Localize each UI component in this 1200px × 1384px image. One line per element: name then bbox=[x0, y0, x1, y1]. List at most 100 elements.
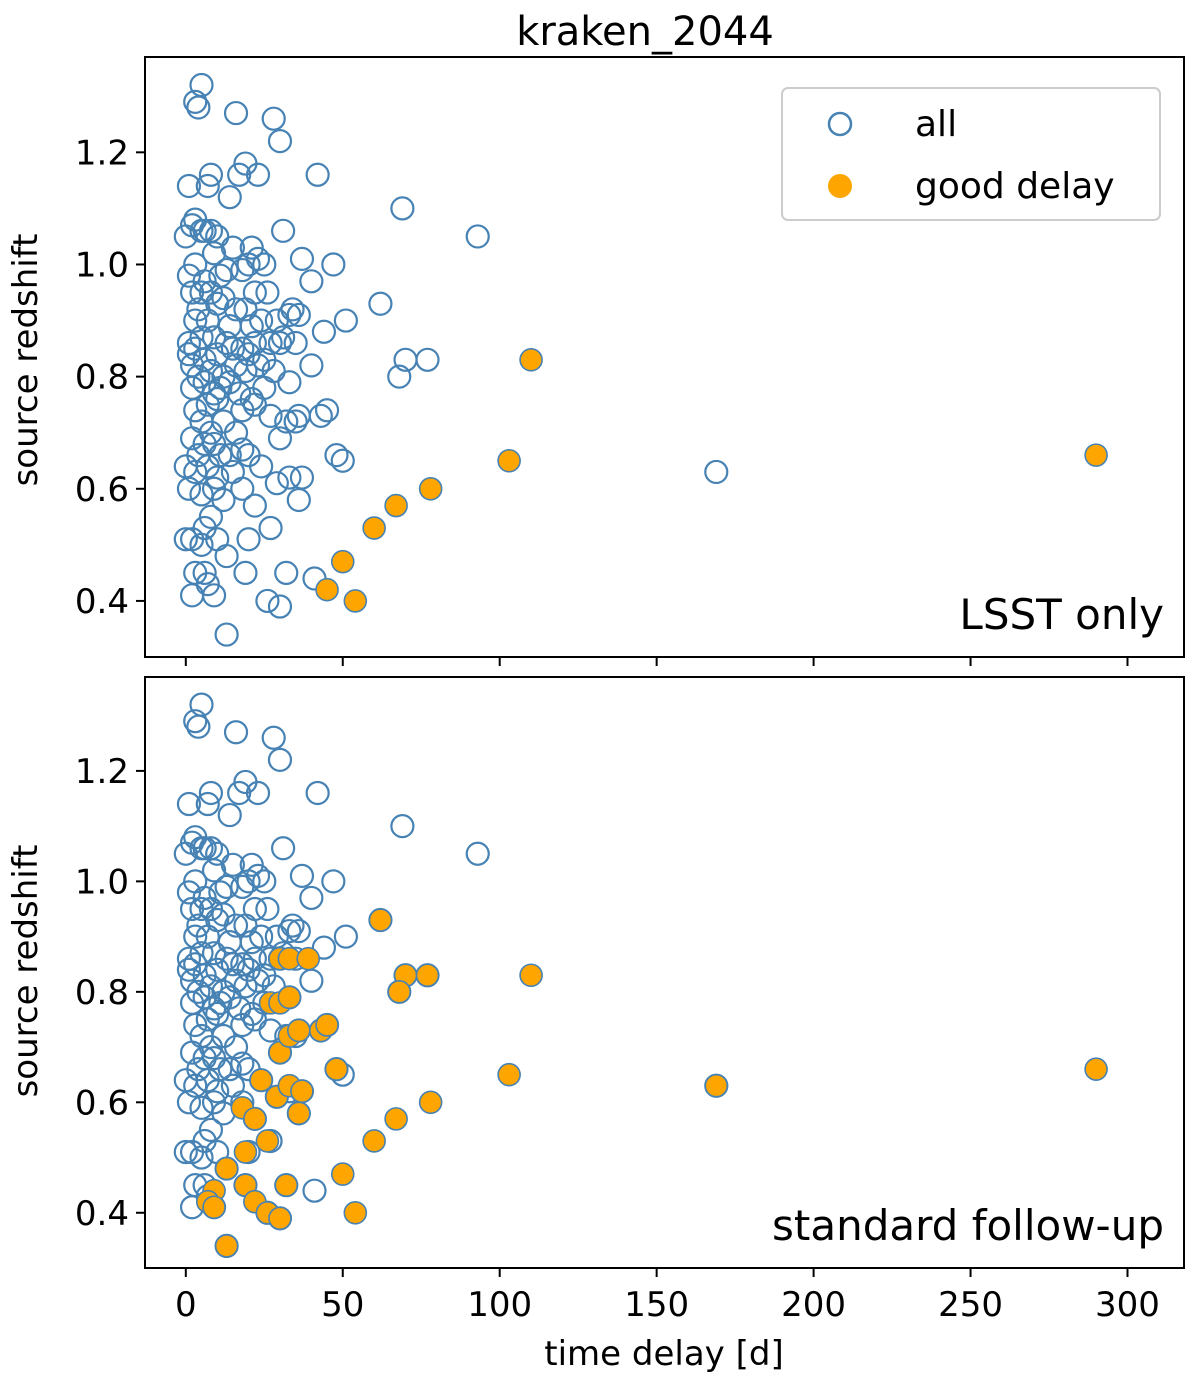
data-point-good bbox=[296, 946, 321, 971]
data-point-all bbox=[267, 426, 293, 451]
data-point-all bbox=[267, 330, 293, 356]
data-point-all bbox=[214, 543, 239, 569]
data-point-all bbox=[267, 747, 293, 772]
data-point-all bbox=[390, 196, 415, 221]
data-point-all bbox=[183, 924, 208, 949]
data-point-all bbox=[195, 308, 220, 333]
data-point-all bbox=[233, 358, 258, 384]
data-point-all bbox=[223, 720, 249, 745]
data-point-all bbox=[245, 246, 271, 271]
data-point-good bbox=[287, 1101, 311, 1126]
data-point-all bbox=[274, 560, 299, 585]
data-point-all bbox=[245, 968, 271, 993]
data-point-all bbox=[176, 476, 202, 501]
data-point-all bbox=[205, 527, 230, 552]
data-point-all bbox=[236, 527, 261, 552]
data-point-all bbox=[227, 780, 252, 806]
data-point-all bbox=[176, 263, 202, 288]
data-point-good bbox=[415, 963, 440, 988]
data-point-all bbox=[242, 896, 267, 922]
x-axis-label: time delay [d] bbox=[544, 1334, 783, 1374]
y-tick-label: 1.2 bbox=[75, 752, 129, 792]
data-point-all bbox=[201, 325, 227, 350]
data-point-good bbox=[497, 448, 521, 473]
data-point-all bbox=[333, 924, 358, 949]
data-point-all bbox=[271, 836, 296, 861]
data-point-all bbox=[220, 852, 245, 877]
data-point-all bbox=[205, 342, 230, 367]
data-point-all bbox=[299, 269, 324, 294]
y-tick-label: 0.6 bbox=[75, 470, 129, 510]
data-point-all bbox=[205, 1001, 230, 1027]
data-point-all bbox=[465, 841, 490, 866]
data-point-all bbox=[183, 308, 208, 333]
x-tick-label: 200 bbox=[781, 1285, 846, 1325]
data-point-all bbox=[192, 560, 217, 585]
data-point-all bbox=[311, 319, 337, 344]
data-point-all bbox=[233, 560, 258, 585]
data-point-all bbox=[258, 330, 283, 356]
data-point-all bbox=[242, 392, 267, 417]
plot-frame bbox=[144, 676, 1185, 1269]
y-tick-label: 1.2 bbox=[75, 133, 129, 173]
data-point-good bbox=[315, 1013, 339, 1037]
data-point-all bbox=[239, 235, 264, 260]
data-point-all bbox=[179, 896, 205, 922]
data-point-all bbox=[183, 1073, 208, 1098]
data-point-good bbox=[1084, 443, 1108, 467]
data-point-all bbox=[201, 941, 227, 966]
data-point-all bbox=[195, 572, 220, 597]
data-point-all bbox=[198, 504, 224, 529]
data-point-all bbox=[333, 308, 358, 333]
data-point-all bbox=[205, 957, 230, 982]
data-point-all bbox=[179, 583, 205, 608]
data-point-all bbox=[220, 235, 245, 260]
data-point-all bbox=[205, 465, 230, 490]
data-point-good bbox=[287, 1018, 311, 1043]
data-point-all bbox=[277, 465, 302, 490]
chart-title: kraken_2044 bbox=[516, 9, 774, 55]
data-point-all bbox=[201, 241, 227, 266]
data-point-all bbox=[227, 162, 252, 187]
y-tick-label: 0.8 bbox=[75, 358, 129, 398]
data-point-all bbox=[283, 409, 308, 434]
legend-label-all: all bbox=[915, 104, 957, 145]
y-tick-label: 0.6 bbox=[75, 1083, 129, 1123]
data-point-all bbox=[415, 347, 440, 372]
data-point-all bbox=[289, 246, 315, 271]
data-point-all bbox=[289, 863, 315, 888]
data-point-all bbox=[192, 218, 217, 243]
data-point-all bbox=[321, 869, 346, 894]
data-point-all bbox=[258, 515, 283, 541]
data-point-all bbox=[299, 353, 324, 378]
data-point-all bbox=[230, 874, 255, 899]
data-point-all bbox=[214, 257, 239, 283]
data-point-all bbox=[195, 924, 220, 949]
data-point-good bbox=[497, 1062, 521, 1087]
data-point-good bbox=[368, 908, 393, 932]
data-point-good bbox=[315, 577, 339, 602]
data-point-all bbox=[289, 465, 315, 490]
data-point-all bbox=[208, 880, 233, 905]
data-point-all bbox=[179, 426, 205, 451]
panel-standard-follow-up: 0.4 0.6 0.8 1.0 1.2 0 50 100 150 200 250 300 standar… bbox=[75, 676, 1185, 1325]
data-point-all bbox=[245, 162, 271, 187]
data-point-good bbox=[1084, 1057, 1108, 1081]
data-point-all bbox=[205, 1079, 230, 1104]
data-point-good bbox=[384, 493, 408, 518]
data-point-good bbox=[324, 1057, 349, 1081]
data-point-all bbox=[217, 802, 242, 828]
data-point-all bbox=[255, 280, 280, 305]
data-point-all bbox=[230, 476, 255, 501]
data-point-all bbox=[271, 218, 296, 243]
data-point-all bbox=[305, 162, 330, 187]
data-point-good bbox=[362, 516, 386, 540]
y-tick-label: 1.0 bbox=[75, 245, 129, 285]
data-point-all bbox=[264, 471, 289, 496]
data-point-good bbox=[214, 1234, 239, 1258]
data-point-all bbox=[242, 280, 267, 305]
data-point-all bbox=[390, 814, 415, 839]
data-point-all bbox=[286, 403, 311, 428]
data-point-all bbox=[252, 375, 277, 400]
data-point-all bbox=[211, 286, 236, 311]
